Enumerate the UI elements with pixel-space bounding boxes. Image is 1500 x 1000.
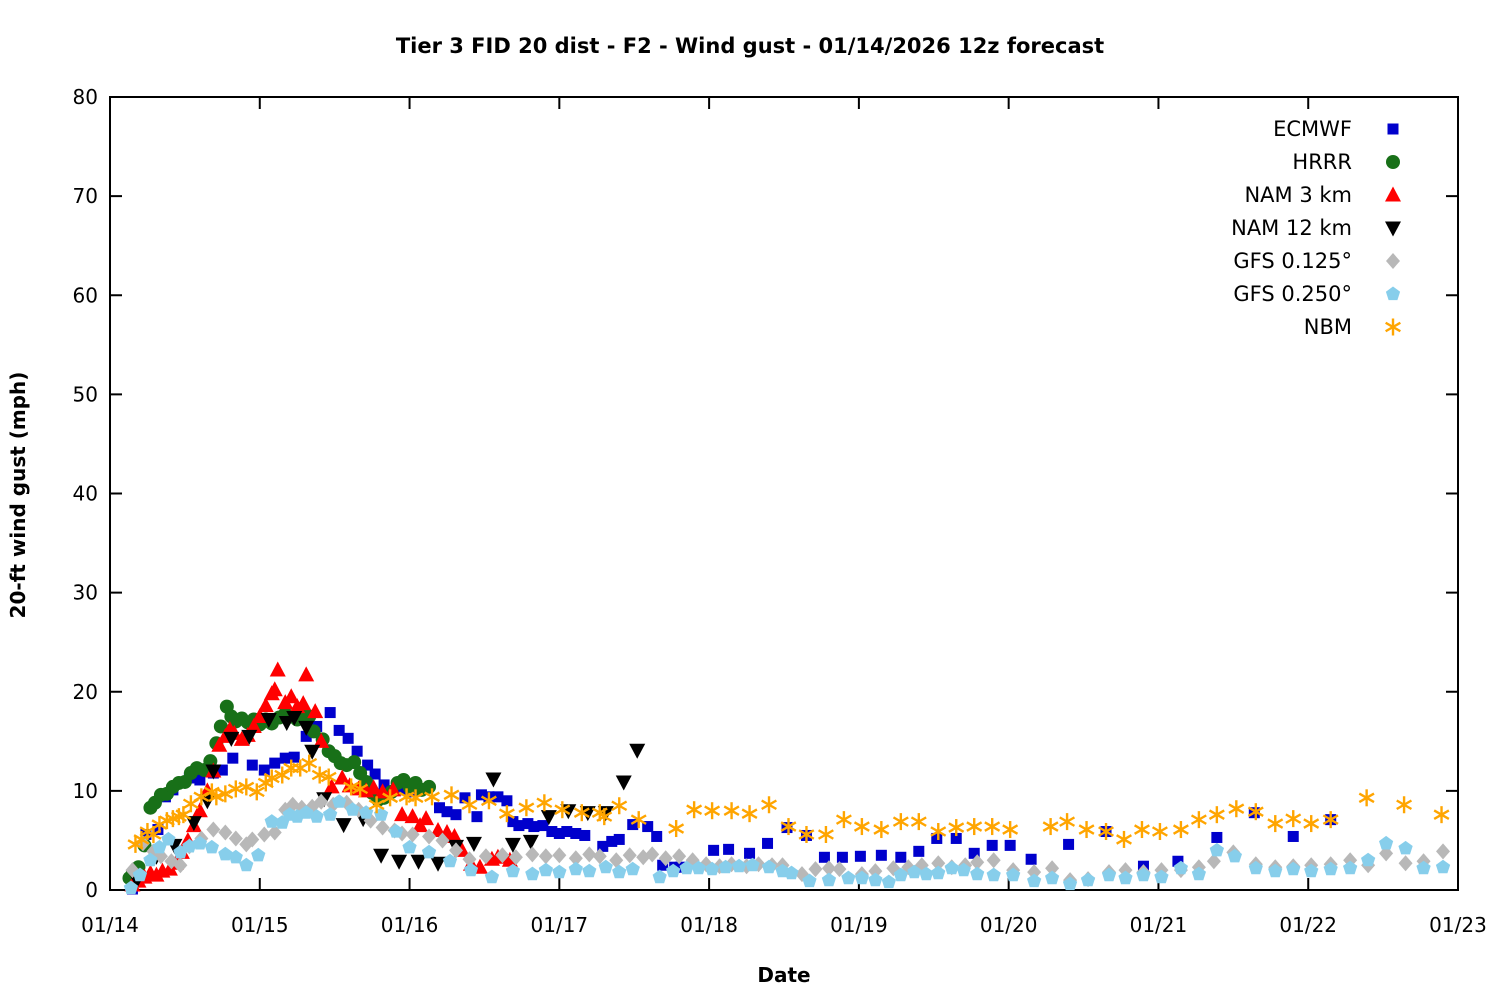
y-axis-label: 20-ft wind gust (mph) [6, 371, 30, 619]
y-tick-label: 0 [85, 878, 98, 902]
x-axis-label: Date [757, 963, 811, 987]
x-tick-label: 01/17 [531, 913, 589, 937]
triangle-up-legend-marker-icon [1385, 186, 1401, 201]
y-tick-label: 40 [73, 482, 98, 506]
asterisk-legend-marker-icon [1385, 318, 1401, 335]
x-tick-label: 01/16 [381, 913, 439, 937]
legend-label: NBM [1303, 314, 1352, 339]
x-tick-label: 01/21 [1130, 913, 1188, 937]
circle-legend-marker-icon [1386, 154, 1400, 169]
legend-label: NAM 12 km [1231, 215, 1352, 240]
y-tick-label: 60 [73, 283, 98, 307]
series-nbm [127, 754, 1450, 853]
x-tick-label: 01/20 [980, 913, 1038, 937]
y-tick-label: 80 [73, 85, 98, 109]
legend-label: HRRR [1292, 149, 1352, 174]
legend-label: GFS 0.125° [1233, 248, 1352, 273]
legend-item-hrrr: HRRR [1231, 145, 1428, 178]
x-tick-label: 01/18 [680, 913, 738, 937]
series-gfs-0-250- [123, 794, 1451, 895]
legend-item-nam-3-km: NAM 3 km [1231, 178, 1428, 211]
chart-title: Tier 3 FID 20 dist - F2 - Wind gust - 01… [395, 34, 1105, 58]
legend-item-nam-12-km: NAM 12 km [1231, 211, 1428, 244]
x-tick-label: 01/22 [1279, 913, 1337, 937]
legend-label: ECMWF [1273, 116, 1352, 141]
triangle-down-legend-marker-icon [1385, 221, 1401, 236]
legend-label: NAM 3 km [1244, 182, 1352, 207]
legend-item-ecmwf: ECMWF [1231, 112, 1428, 145]
x-tick-label: 01/19 [830, 913, 888, 937]
square-legend-marker-icon [1387, 123, 1399, 134]
x-tick-label: 01/23 [1429, 913, 1487, 937]
legend: ECMWF HRRR NAM 3 km NAM 12 km GFS 0.125° GFS … [1231, 112, 1428, 343]
legend-item-nbm: NBM [1231, 310, 1428, 343]
y-tick-label: 10 [73, 779, 98, 803]
y-tick-label: 20 [73, 680, 98, 704]
x-tick-label: 01/15 [231, 913, 289, 937]
diamond-legend-marker-icon [1386, 252, 1400, 269]
x-tick-label: 01/14 [81, 913, 139, 937]
legend-item-gfs-0-125-: GFS 0.125° [1231, 244, 1428, 277]
y-tick-label: 30 [73, 581, 98, 605]
pentagon-legend-marker-icon [1385, 286, 1401, 300]
legend-item-gfs-0-250-: GFS 0.250° [1231, 277, 1428, 310]
y-tick-label: 70 [73, 184, 98, 208]
legend-label: GFS 0.250° [1233, 281, 1352, 306]
y-tick-label: 50 [73, 382, 98, 406]
